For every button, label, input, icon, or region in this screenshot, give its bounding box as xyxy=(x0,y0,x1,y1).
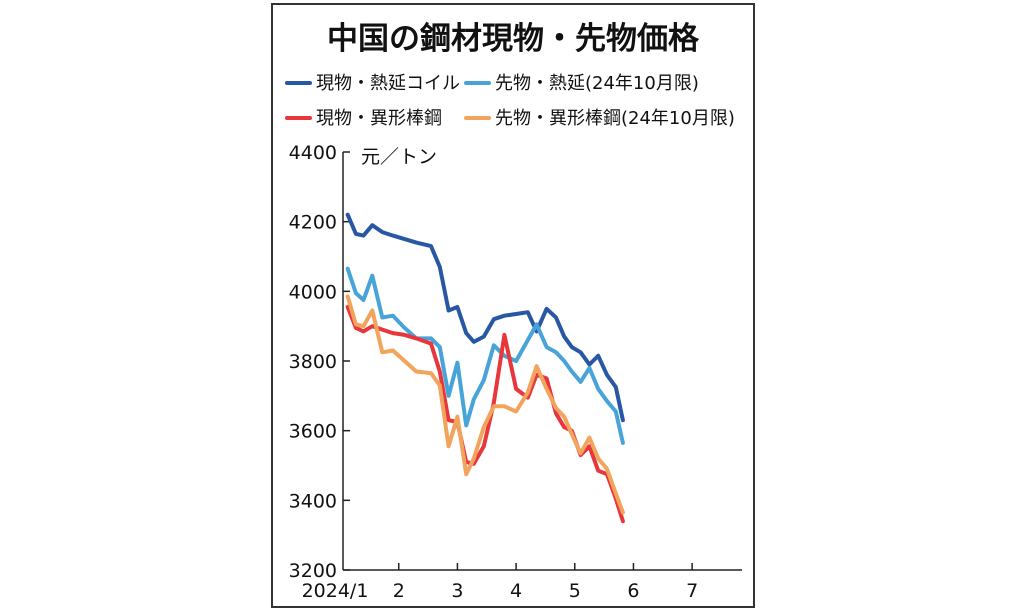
y-tick-label-3800: 3800 xyxy=(289,351,337,373)
series-line-4 xyxy=(345,294,625,515)
chart-title: 中国の鋼材現物・先物価格 xyxy=(327,21,700,57)
legend: 現物・熱延コイル 先物・熱延(24年10月限) 現物・異形棒鋼 先物・異形棒鋼(24年… xyxy=(285,73,735,129)
legend-label-3: 現物・異形棒鋼 xyxy=(316,108,442,129)
legend-label-1: 現物・熱延コイル xyxy=(316,73,460,94)
x-tick-label-6: 6 xyxy=(627,580,639,602)
x-tick-label-7: 7 xyxy=(686,580,698,602)
x-tick-label-5: 5 xyxy=(569,580,581,602)
legend-label-2: 先物・熱延(24年10月限) xyxy=(495,73,699,94)
y-tick-label-3200: 3200 xyxy=(289,560,337,582)
axes: 3200 3400 3600 3800 4000 4200 4400 2024/1 2 3 4 5 6 7 xyxy=(289,142,742,602)
series-line-1 xyxy=(345,212,625,423)
series-line-2 xyxy=(345,266,625,445)
x-tick-label-1: 2024/1 xyxy=(302,580,369,602)
y-tick-label-4200: 4200 xyxy=(289,212,337,234)
x-tick-label-3: 3 xyxy=(451,580,463,602)
x-tick-label-4: 4 xyxy=(510,580,522,602)
y-axis-unit-label: 元／トン xyxy=(361,146,437,168)
y-tick-label-4400: 4400 xyxy=(289,142,337,164)
y-tick-label-3600: 3600 xyxy=(289,421,337,443)
x-tick-label-2: 2 xyxy=(393,580,405,602)
legend-label-4: 先物・異形棒鋼(24年10月限) xyxy=(495,108,735,129)
y-tick-label-4000: 4000 xyxy=(289,281,337,303)
series-line-3 xyxy=(345,305,625,524)
y-tick-label-3400: 3400 xyxy=(289,490,337,512)
series-lines xyxy=(345,212,625,524)
